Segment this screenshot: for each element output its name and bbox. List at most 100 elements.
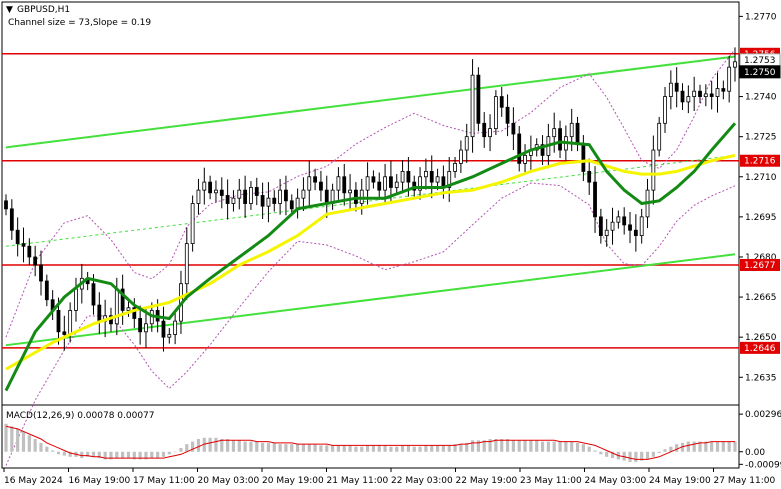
candle-body [733,61,737,68]
channel-mid-line [5,154,736,247]
macd-bar [33,439,37,452]
candle-body [56,310,61,333]
x-tick-label: 21 May 11:00 [327,476,389,486]
macd-bar [669,446,673,452]
macd-bar [313,444,317,452]
macd-bar [698,441,702,452]
macd-bar [581,444,585,452]
macd-bar [121,451,125,459]
candle-body [307,176,312,191]
candle-body [254,187,259,196]
candle-body [476,74,481,124]
candle-body [593,181,597,218]
candle-body [225,195,230,204]
macd-bar [371,445,376,452]
macd-bar [400,445,405,452]
candle-body [622,216,627,226]
macd-bar [86,451,90,457]
candle-body [231,197,236,204]
y-tick-label: 1.2695 [745,213,777,223]
price-tag-label: 1.2753 [744,56,776,66]
macd-bar [447,445,451,452]
candle-body [184,243,189,285]
macd-bar [377,445,381,452]
macd-bar [529,440,533,452]
candle-body [523,154,527,164]
candle-body [167,334,172,338]
macd-bar [721,441,725,452]
macd-bar [138,451,142,460]
macd-bar [418,446,422,452]
x-tick-label: 22 May 03:00 [391,476,453,486]
macd-bar [208,437,212,452]
macd-bar [255,441,259,452]
candle-body [97,304,102,322]
x-tick-label: 27 May 11:00 [714,476,776,486]
macd-bar [500,439,504,452]
candle-body [289,200,294,210]
macd-bar [214,437,218,452]
macd-bar [290,444,294,452]
macd-bar [325,445,329,452]
candle-body [126,307,131,311]
macd-bar [599,451,603,455]
macd-bar [231,440,236,452]
candle-body [161,320,166,338]
y-tick-label: 1.2650 [745,333,777,343]
macd-bar [540,441,545,452]
candle-body [692,90,697,97]
macd-bar [465,442,469,452]
chart-symbol: GBPUSD,H1 [17,5,70,15]
candle-body [284,189,288,202]
macd-bar [126,451,131,459]
macd-bar [558,441,562,452]
macd-bar [727,441,731,452]
macd-bar [435,445,440,452]
macd-bar [237,440,241,452]
candle-body [132,307,137,319]
level-tag [740,341,780,354]
candle-body [202,181,207,191]
candle-body [342,176,347,194]
macd-bar [511,440,515,452]
candle-body [301,189,306,199]
macd-signal-line [5,425,735,460]
macd-bar [109,451,113,460]
candle-body [709,93,714,97]
macd-bar [156,451,160,459]
candle-body [418,176,422,191]
macd-bar [593,450,597,452]
macd-bar [441,445,445,452]
macd-bar [733,441,737,452]
macd-bar [27,435,31,452]
macd-bar [430,445,434,452]
candle-body [453,162,457,172]
candle-body [389,176,393,188]
macd-bar [424,445,428,452]
candle-body [429,171,434,183]
candle-body [470,74,475,138]
level-lines [2,53,739,349]
candle-body [505,106,510,124]
candle-body [336,176,341,191]
price-pane-frame [1,1,740,406]
macd-bar [68,451,72,457]
candle-body [464,136,469,151]
macd-bar [552,441,556,452]
macd-bar [16,428,20,452]
regression-channel [5,55,736,347]
macd-bar [91,451,96,457]
macd-bar [406,445,411,452]
candle-body [598,216,603,236]
macd-bar [459,444,463,452]
macd-bar [336,445,341,452]
macd-bar [517,440,521,452]
macd-y-tick-label: 0.00 [745,448,765,458]
candle-body [657,122,662,151]
candles [4,47,737,352]
candle-body [628,224,632,231]
macd-label: MACD(12,26,9) 0.00078 0.00077 [6,411,155,421]
macd-bar [634,451,638,462]
channel-info: Channel size = 73,Slope = 0.19 [8,18,151,28]
